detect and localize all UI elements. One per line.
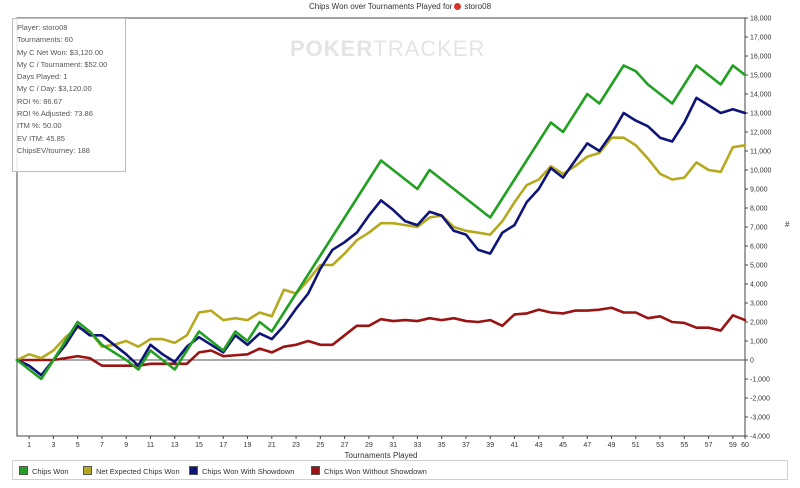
stat-line: ROI % Adjusted: 73.86 xyxy=(17,109,93,119)
stats-panel: Player: storo08 Tournaments: 60 My C Net… xyxy=(12,18,126,172)
legend-label: Chips Won xyxy=(32,467,69,476)
x-tick-label: 9 xyxy=(124,442,128,449)
x-tick-label: 21 xyxy=(268,442,276,449)
pokertracker-watermark: POKERTRACKER xyxy=(290,36,486,61)
x-tick-label: 33 xyxy=(414,442,422,449)
x-tick-label: 27 xyxy=(341,442,349,449)
y-tick-label: -3,000 xyxy=(750,415,770,422)
x-tick-label: 31 xyxy=(389,442,397,449)
stat-line: ROI %: 86.67 xyxy=(17,96,63,106)
y-tick-label: 10,000 xyxy=(750,168,772,175)
x-tick-label: 55 xyxy=(680,442,688,449)
y-tick-label: 4,000 xyxy=(750,282,768,289)
y-tick-label: -2,000 xyxy=(750,396,770,403)
y-tick-label: 15,000 xyxy=(750,73,772,80)
y-tick-label: 5,000 xyxy=(750,263,768,270)
x-tick-label: 25 xyxy=(316,442,324,449)
x-tick-label: 59 xyxy=(729,442,737,449)
x-tick-label: 45 xyxy=(559,442,567,449)
y-tick-label: 3,000 xyxy=(750,301,768,308)
x-tick-label: 1 xyxy=(27,442,31,449)
x-tick-label: 29 xyxy=(365,442,373,449)
legend-item-net-expected[interactable]: Net Expected Chips Won xyxy=(83,466,180,476)
series-line-chips-won-with-showdown xyxy=(15,96,747,377)
title-player: storo08 xyxy=(464,2,492,11)
y-tick-label: 1,000 xyxy=(750,339,768,346)
x-tick-label: 51 xyxy=(632,442,640,449)
x-tick-label: 37 xyxy=(462,442,470,449)
x-tick-label: 35 xyxy=(438,442,446,449)
stat-line: EV ITM: 45.85 xyxy=(17,133,65,143)
legend-swatch xyxy=(83,466,92,475)
chart-legend: Chips Won Net Expected Chips Won Chips W… xyxy=(12,460,788,480)
y-axis-label: # xyxy=(785,220,790,229)
x-tick-label: 53 xyxy=(656,442,664,449)
stat-line: My C Net Won: $3,120.00 xyxy=(17,47,104,57)
legend-label: Chips Won Without Showdown xyxy=(324,467,427,476)
stat-line: ITM %: 50.00 xyxy=(17,121,62,131)
series-line-net-expected-chips-won xyxy=(15,136,747,362)
x-tick-label: 39 xyxy=(486,442,494,449)
stat-line: My C / Tournament: $52.00 xyxy=(17,59,108,69)
stat-line: Tournaments: 60 xyxy=(17,35,73,45)
legend-item-with-showdown[interactable]: Chips Won With Showdown xyxy=(189,466,294,476)
poker-chip-icon xyxy=(454,3,462,10)
legend-label: Chips Won With Showdown xyxy=(202,467,295,476)
chart-title: Chips Won over Tournaments Played for sto… xyxy=(0,2,800,11)
x-tick-label: 60 xyxy=(741,442,749,449)
y-tick-label: 18,000 xyxy=(750,16,772,23)
x-tick-label: 57 xyxy=(705,442,713,449)
x-tick-label: 15 xyxy=(195,442,203,449)
legend-item-without-showdown[interactable]: Chips Won Without Showdown xyxy=(311,466,427,476)
x-tick-label: 47 xyxy=(583,442,591,449)
legend-item-chips-won[interactable]: Chips Won xyxy=(19,466,69,476)
y-tick-label: 16,000 xyxy=(750,54,772,61)
x-tick-label: 5 xyxy=(76,442,80,449)
x-tick-label: 19 xyxy=(244,442,252,449)
y-tick-label: 6,000 xyxy=(750,244,768,251)
x-tick-label: 11 xyxy=(147,442,154,449)
series-line-chips-won-without-showdown xyxy=(15,306,747,368)
x-tick-label: 23 xyxy=(292,442,300,449)
y-tick-label: -1,000 xyxy=(750,377,770,384)
legend-swatch xyxy=(189,466,198,475)
x-tick-label: 49 xyxy=(608,442,616,449)
plot-frame xyxy=(16,17,746,437)
y-tick-label: 2,000 xyxy=(750,320,768,327)
legend-swatch xyxy=(311,466,320,475)
x-tick-label: 41 xyxy=(511,442,519,449)
stat-line: ChipsEV/tourney: 188 xyxy=(17,145,90,155)
x-tick-label: 17 xyxy=(219,442,227,449)
y-tick-label: 8,000 xyxy=(750,206,768,213)
x-tick-label: 3 xyxy=(51,442,55,449)
y-tick-label: 7,000 xyxy=(750,225,768,232)
y-tick-label: 11,000 xyxy=(750,149,771,156)
y-tick-label: 9,000 xyxy=(750,187,768,194)
stat-line: My C / Day: $3,120.00 xyxy=(17,84,92,94)
x-axis-label: Tournaments Played xyxy=(345,451,418,460)
series-line-chips-won xyxy=(15,64,747,381)
stat-line: Player: storo08 xyxy=(17,23,68,32)
stat-line: Days Played: 1 xyxy=(17,72,68,82)
legend-label: Net Expected Chips Won xyxy=(96,467,180,476)
x-tick-label: 43 xyxy=(535,442,543,449)
y-tick-label: 12,000 xyxy=(750,130,772,137)
y-tick-label: -4,000 xyxy=(750,434,770,441)
y-tick-label: 13,000 xyxy=(750,111,772,118)
y-tick-label: 17,000 xyxy=(750,35,772,42)
x-tick-label: 13 xyxy=(171,442,179,449)
x-tick-label: 7 xyxy=(100,442,104,449)
y-tick-label: 14,000 xyxy=(750,92,772,99)
title-text: Chips Won over Tournaments Played for xyxy=(308,2,453,11)
legend-swatch xyxy=(19,466,28,475)
y-tick-label: 0 xyxy=(750,358,754,365)
